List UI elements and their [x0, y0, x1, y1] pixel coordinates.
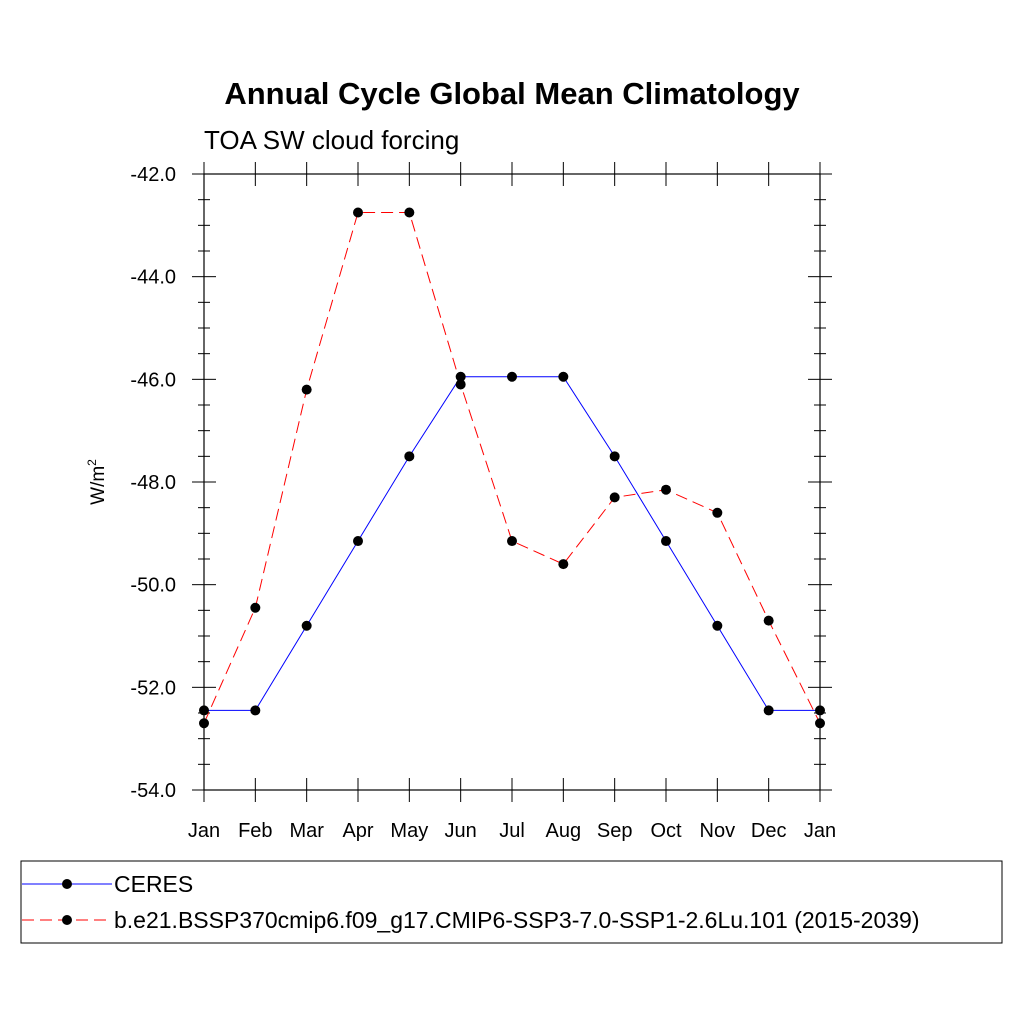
x-tick-label: May — [390, 820, 428, 842]
y-tick-label: -52.0 — [130, 677, 176, 699]
y-tick-label: -50.0 — [130, 575, 176, 597]
series-1-point — [455, 379, 466, 390]
legend-marker-0 — [62, 879, 72, 889]
series-0-point — [353, 536, 363, 547]
x-tick-label: Sep — [597, 820, 633, 842]
x-tick-label: Feb — [238, 820, 272, 842]
legend-box — [20, 860, 1003, 944]
x-axis: Jan Feb Mar Apr May Jun Jul Aug Sep Oct Nov Dec Jan — [188, 162, 836, 842]
y-axis-label-unit: W/m — [88, 466, 109, 505]
series-0-point — [507, 371, 517, 382]
x-tick-label: Jul — [499, 820, 525, 842]
x-tick-label: Apr — [342, 820, 373, 842]
series-0-point — [661, 536, 671, 547]
legend-marker-1 — [62, 915, 72, 925]
series-0-point — [815, 705, 825, 716]
legend-label-1: b.e21.BSSP370cmip6.f09_g17.CMIP6-SSP3-7.… — [114, 907, 920, 933]
series-layer — [199, 207, 825, 729]
x-tick-label: Oct — [650, 820, 682, 842]
series-1-point — [250, 602, 261, 613]
chart-subtitle: TOA SW cloud forcing — [204, 125, 459, 155]
series-1-point — [199, 718, 209, 729]
legend: CERES b.e21.BSSP370cmip6.f09_g17.CMIP6-SS… — [20, 860, 1003, 944]
series-0-point — [455, 371, 466, 382]
series-0-point — [250, 705, 261, 716]
series-1-point — [558, 559, 569, 570]
y-axis: -42.0 -44.0 -46.0 -48.0 -50.0 -52.0 -54.0 — [130, 164, 832, 802]
series-1-point — [301, 384, 312, 395]
y-tick-label: -48.0 — [130, 472, 176, 494]
series-line-1 — [203, 212, 821, 724]
series-0-point — [712, 620, 723, 631]
series-0-point — [404, 451, 415, 462]
series-0-point — [558, 371, 569, 382]
chart-title: Annual Cycle Global Mean Climatology — [224, 76, 800, 111]
series-0-point — [609, 451, 620, 462]
y-tick-label: -46.0 — [130, 369, 176, 391]
series-0-point — [763, 705, 774, 716]
plot-frame — [203, 173, 821, 791]
y-axis-label: W/m2 — [85, 459, 109, 505]
x-tick-label: Jan — [188, 820, 220, 842]
series-0-point — [301, 620, 312, 631]
series-1-point — [353, 207, 363, 218]
y-axis-label-exponent: 2 — [85, 459, 99, 466]
y-tick-label: -54.0 — [130, 780, 176, 802]
series-1-point — [404, 207, 415, 218]
plot-area — [203, 173, 821, 791]
x-tick-label: Nov — [700, 820, 736, 842]
series-1-point — [661, 484, 671, 495]
x-tick-label: Jan — [804, 820, 836, 842]
y-tick-label: -44.0 — [130, 267, 176, 289]
x-tick-label: Dec — [751, 820, 787, 842]
x-tick-label: Mar — [289, 820, 324, 842]
legend-label-0: CERES — [114, 871, 193, 897]
series-1-point — [712, 507, 723, 518]
series-0-point — [199, 705, 209, 716]
x-tick-label: Aug — [546, 820, 582, 842]
x-tick-label: Jun — [445, 820, 477, 842]
series-1-point — [815, 718, 825, 729]
series-1-point — [763, 615, 774, 626]
series-1-point — [609, 492, 620, 503]
y-tick-label: -42.0 — [130, 164, 176, 186]
series-1-point — [507, 536, 517, 547]
